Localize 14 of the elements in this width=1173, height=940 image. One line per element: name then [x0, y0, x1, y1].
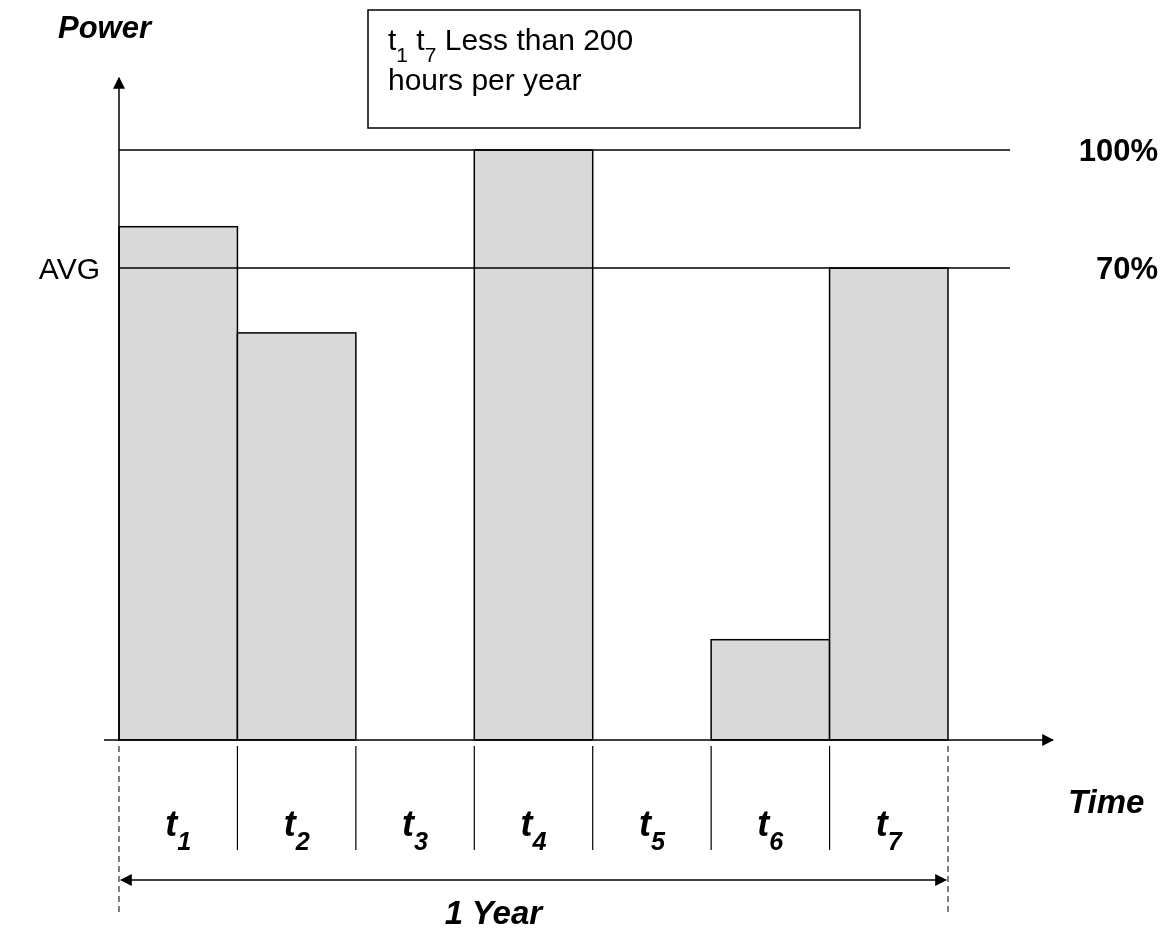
text: t$_{1}$ t$_{7}$ Less than 200 hours per year — [388, 23, 634, 96]
x-axis-title: Time — [1068, 783, 1145, 820]
text: AVG — [38, 252, 100, 285]
x-tick-label: t$_{2}$ — [283, 803, 310, 855]
text: 100% — [1078, 133, 1158, 168]
x-tick-label: t$_{1}$ — [165, 803, 192, 855]
text: 70% — [1095, 251, 1158, 286]
y-axis-title: Power — [58, 10, 153, 45]
text: 1 Year — [444, 894, 545, 931]
x-tick-label: t$_{5}$ — [638, 803, 666, 855]
x-tick-label: t$_{6}$ — [757, 803, 785, 855]
x-tick-label: t$_{7}$ — [875, 803, 903, 855]
x-tick-label: t$_{3}$ — [402, 803, 429, 855]
x-tick-label: t$_{4}$ — [520, 803, 547, 855]
